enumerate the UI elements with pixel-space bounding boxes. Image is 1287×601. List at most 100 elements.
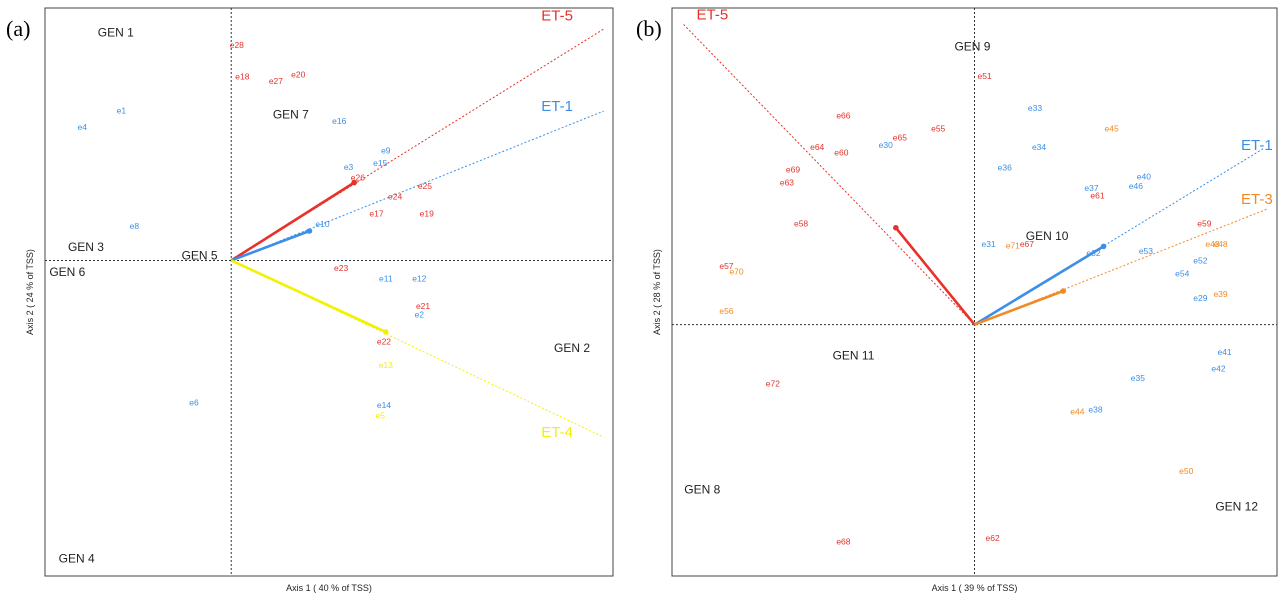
panel-b-tag: (b): [636, 16, 662, 41]
vector-tip-marker: [1060, 288, 1067, 294]
environment-label: e68: [836, 537, 850, 547]
environment-label: e46: [1129, 181, 1143, 191]
environment-label: e15: [373, 158, 387, 168]
environment-label: e57: [719, 261, 733, 271]
environment-label: e58: [794, 218, 808, 228]
vector-label: ET-1: [541, 98, 573, 115]
environment-label: e37: [1084, 183, 1098, 193]
y-axis-label: Axis 2 ( 28 % of TSS): [652, 249, 662, 335]
environment-label: e5: [375, 410, 385, 420]
environment-label: e65: [893, 133, 907, 143]
vector-label: ET-1: [1241, 137, 1273, 154]
environment-label: e12: [412, 274, 426, 284]
environment-label: e42: [1211, 364, 1225, 374]
environment-label: e50: [1179, 466, 1193, 476]
environment-label: e43: [1205, 239, 1219, 249]
genotype-label: GEN 12: [1215, 499, 1258, 513]
environment-label: e20: [291, 70, 305, 80]
genotype-label: GEN 10: [1026, 229, 1069, 243]
environment-label: e8: [130, 221, 140, 231]
genotype-label: GEN 7: [273, 107, 309, 121]
environment-label: e9: [381, 145, 391, 155]
environment-label: e14: [377, 400, 391, 410]
plot-frame: [44, 7, 614, 577]
genotype-label: GEN 9: [954, 39, 990, 53]
environment-label: e48: [1213, 239, 1227, 249]
environment-label: e32: [1086, 248, 1100, 258]
genotype-label: GEN 1: [98, 25, 134, 39]
environment-label: e53: [1139, 246, 1153, 256]
environment-label: e35: [1131, 373, 1145, 383]
environment-label: e61: [1090, 190, 1104, 200]
genotype-label: GEN 3: [68, 240, 104, 254]
environment-label: e4: [78, 122, 88, 132]
vector-line: [974, 289, 1064, 326]
vector-tip-marker: [383, 329, 389, 335]
genotype-label: GEN 2: [554, 341, 590, 355]
genotype-label: GEN 11: [833, 348, 875, 362]
vector-label: ET-5: [541, 7, 573, 24]
environment-label: e41: [1217, 347, 1231, 357]
environment-label: e10: [315, 219, 329, 229]
environment-label: e3: [344, 162, 354, 172]
panel-a-tag: (a): [6, 16, 31, 41]
environment-label: e24: [388, 192, 402, 202]
vector-label: ET-3: [1241, 191, 1273, 208]
environment-label: e1: [117, 105, 127, 115]
environment-label: e6: [189, 398, 199, 408]
vector-extension: [681, 22, 975, 325]
vector-line: [973, 245, 1105, 326]
environment-label: e23: [334, 263, 348, 273]
environment-label: e71: [1006, 241, 1020, 251]
environment-label: e19: [420, 208, 434, 218]
environment-label: e40: [1137, 172, 1151, 182]
environment-label: e38: [1088, 405, 1102, 415]
genotype-label: GEN 6: [49, 265, 85, 279]
environment-label: e52: [1193, 256, 1207, 266]
vector-tip-marker: [351, 179, 357, 186]
x-axis-label: Axis 1 ( 39 % of TSS): [932, 583, 1018, 593]
environment-label: e66: [836, 110, 850, 120]
genotype-label: GEN 8: [684, 483, 720, 497]
environment-label: e26: [351, 173, 365, 183]
environment-label: e64: [810, 142, 824, 152]
environment-label: e54: [1175, 269, 1189, 279]
environment-label: e51: [977, 71, 991, 81]
environment-label: e59: [1197, 218, 1211, 228]
environment-label: e11: [379, 274, 393, 284]
x-axis-label: Axis 1 ( 40 % of TSS): [286, 583, 372, 593]
environment-label: e69: [786, 164, 800, 174]
environment-label: e25: [418, 181, 432, 191]
environment-label: e17: [369, 208, 383, 218]
environment-label: e34: [1032, 142, 1046, 152]
panel-b: ET-5 ET-1 ET-3 e51 e33 e45 e66 e65 e55 e30 e34 e64 e…: [652, 6, 1278, 593]
vector-label: ET-4: [541, 424, 573, 441]
environment-label: e21: [416, 301, 430, 311]
genotype-label: GEN 5: [182, 248, 218, 262]
environment-label: e70: [729, 267, 743, 277]
vector-line: [230, 181, 355, 262]
environment-label: e39: [1213, 289, 1227, 299]
environment-label: e16: [332, 116, 346, 126]
vector-tip-marker: [306, 228, 313, 234]
environment-label: e62: [986, 533, 1000, 543]
environment-label: e67: [1020, 239, 1034, 249]
environment-label: e44: [1070, 406, 1084, 416]
genotype-label: GEN 4: [59, 551, 95, 565]
environment-label: e36: [998, 162, 1012, 172]
y-axis-label: Axis 2 ( 24 % of TSS): [25, 249, 35, 335]
environment-label: e56: [719, 306, 733, 316]
vector-line: [894, 226, 976, 326]
environment-label: e27: [269, 76, 283, 86]
environment-label: e60: [834, 148, 848, 158]
environment-label: e28: [230, 40, 244, 50]
environment-label: e72: [766, 378, 780, 388]
environment-label: e13: [379, 360, 393, 370]
environment-label: e55: [931, 123, 945, 133]
environment-label: e18: [235, 72, 249, 82]
vector-label: ET-5: [696, 6, 728, 23]
vector-tip-marker: [1100, 243, 1107, 250]
vector-tip-marker: [893, 224, 899, 231]
